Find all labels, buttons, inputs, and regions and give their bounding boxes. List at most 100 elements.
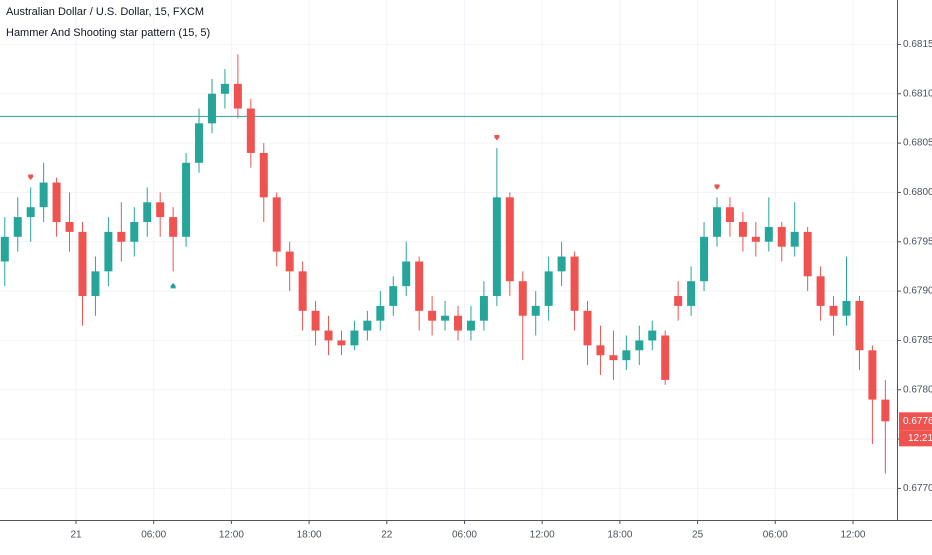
candle-body [479,296,488,321]
candle-body [466,320,475,331]
candle-body [39,182,48,208]
countdown-label: 12:21 [908,433,932,444]
candle-body [622,350,631,361]
candle-body [816,276,825,306]
x-tick-label: 18:00 [607,530,632,541]
candle-body [376,305,385,321]
x-tick-label: 21 [70,530,82,541]
shooting-star-marker [28,174,34,180]
x-tick-label: 18:00 [297,530,322,541]
candle-body [130,222,139,242]
candle-body [428,310,437,321]
candle-body [609,355,618,361]
last-price-label: 0.67768 [903,416,932,427]
x-tick-label: 22 [381,530,393,541]
candle-body [518,281,527,316]
candle-body [674,296,683,306]
candle-body [596,345,605,356]
candle-body [777,226,786,247]
candle-body [557,256,566,272]
candle-body [65,222,74,232]
candle-body [91,271,100,297]
candle-body [207,93,216,124]
candle-body [855,300,864,351]
candle-body [363,320,372,331]
candle-body [285,251,294,272]
candle-body [725,207,734,223]
candle-body [143,202,152,223]
candle-body [169,217,178,237]
candle-body [52,182,61,223]
hammer-marker [170,282,176,289]
candle-body [350,330,359,346]
candle-body [389,286,398,306]
candle-body [324,330,333,341]
candle-body [78,231,87,297]
candle-body [803,231,812,277]
countdown-box [899,430,932,447]
candle-body [272,197,281,252]
candle-body [868,350,877,400]
candle-body [583,310,592,346]
candle-body [233,83,242,109]
candle-body [298,271,307,311]
candle-body [505,197,514,282]
candle-body [156,202,165,218]
chart-title: Australian Dollar / U.S. Dollar, 15, FXC… [6,6,204,18]
candle-body [713,207,722,237]
candle-body [402,261,411,287]
candle-body [246,108,255,153]
candle-body [829,305,838,316]
indicator-name: Hammer And Shooting star pattern (15, 5) [6,27,210,39]
candle-body [0,236,9,262]
x-tick-label: 12:00 [219,530,244,541]
shooting-star-marker [714,184,720,190]
candle-body [531,305,540,316]
candle-body [881,399,890,422]
grid [0,0,897,520]
candle-body [182,162,191,237]
candle-body [195,123,204,163]
y-tick-label: 0.68150 [903,39,932,50]
candle-body [700,236,709,282]
candle-body [687,281,696,306]
candle-body [26,207,35,218]
x-tick-label: 25 [692,530,704,541]
candle-body [648,330,657,341]
plot [0,54,897,474]
candle-body [635,340,644,351]
candle-body [751,236,760,242]
candle-body [220,83,229,94]
x-tick-label: 06:00 [452,530,477,541]
axes: 0.677000.677500.678000.678500.679000.679… [70,39,932,541]
candle-body [544,271,553,306]
x-tick-label: 12:00 [530,530,555,541]
candle-body [117,231,126,242]
candle-body [492,197,501,297]
candle-body [738,222,747,237]
candle-body [337,340,346,346]
candle-body [311,310,320,331]
candle-body [764,226,773,242]
candle-body [13,217,22,237]
x-tick-label: 06:00 [763,530,788,541]
candle-body [415,261,424,311]
x-tick-label: 06:00 [141,530,166,541]
shooting-star-marker [494,135,500,141]
candle-body [454,315,463,331]
x-tick-label: 12:00 [840,530,865,541]
candle-body [104,231,113,272]
candle-body [790,231,799,247]
candle-body [661,335,670,380]
candle-body [570,256,579,311]
candle-body [842,300,851,316]
